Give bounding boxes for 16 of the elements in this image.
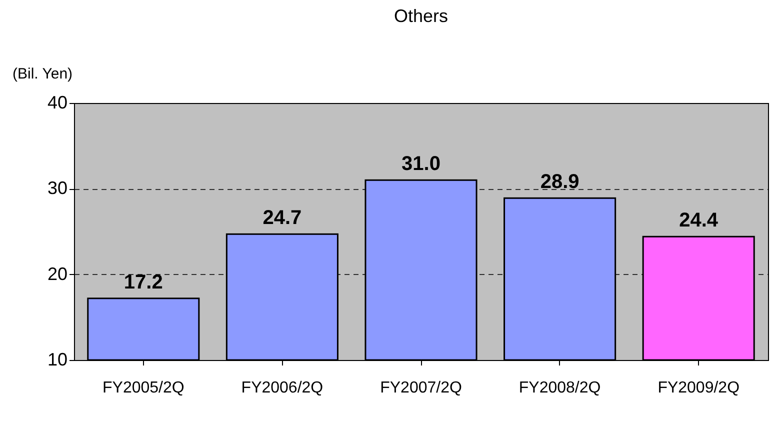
x-tick-label: FY2007/2Q <box>380 380 462 396</box>
y-tick-label: 30 <box>47 178 68 198</box>
data-label: 17.2 <box>124 271 163 294</box>
data-label: 28.9 <box>540 171 580 194</box>
y-tick-label: 20 <box>47 264 68 284</box>
x-tick-label: FY2008/2Q <box>518 380 601 396</box>
data-label: 31.0 <box>402 153 440 176</box>
x-tick-label: FY2005/2Q <box>102 380 184 396</box>
y-axis-title: (Bil. Yen) <box>12 66 73 82</box>
y-tick-label: 10 <box>47 350 68 370</box>
data-label: 24.7 <box>262 207 302 230</box>
y-tick-label: 40 <box>47 92 68 112</box>
data-label: 24.4 <box>679 210 719 232</box>
x-tick-label: FY2009/2Q <box>658 380 740 396</box>
chart-title: Others <box>394 6 448 26</box>
x-tick-label: FY2006/2Q <box>241 380 324 396</box>
